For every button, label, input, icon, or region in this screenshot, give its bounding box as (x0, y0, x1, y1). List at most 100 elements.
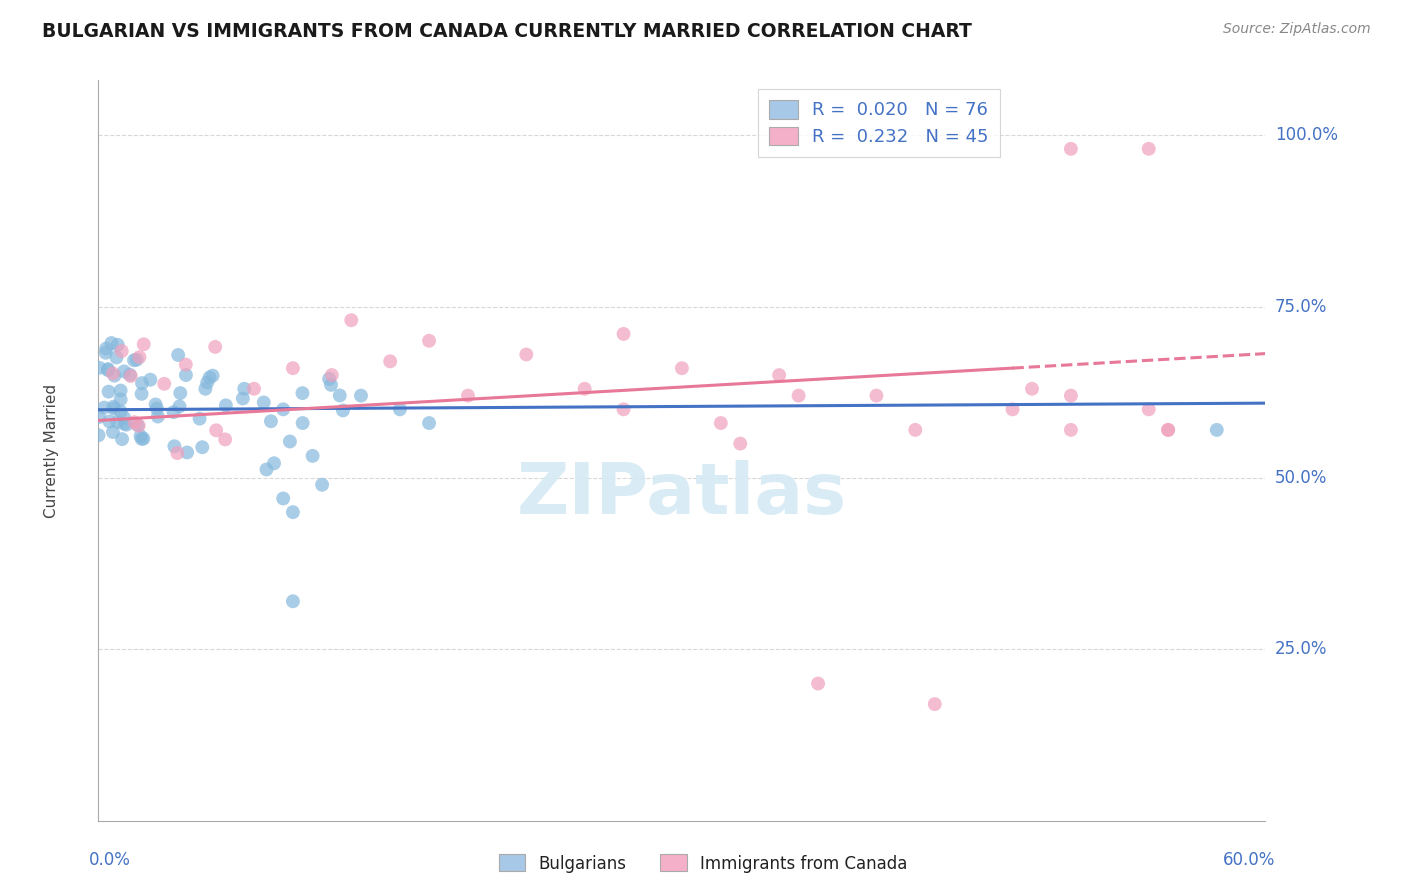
Point (166, 446, 188, 460)
Text: 50.0%: 50.0% (1275, 469, 1327, 487)
Point (163, 439, 186, 453)
Point (281, 361, 304, 376)
Point (198, 370, 221, 384)
Point (139, 373, 162, 387)
Point (107, 338, 129, 352)
Point (101, 367, 124, 381)
Point (101, 425, 124, 439)
Point (515, 347, 537, 361)
Point (232, 392, 254, 406)
Point (768, 368, 790, 382)
Point (195, 376, 218, 390)
Point (98, 414, 121, 428)
Point (105, 351, 128, 365)
Point (253, 395, 276, 409)
Point (1001, 402, 1024, 417)
Point (131, 387, 153, 401)
Point (191, 440, 214, 454)
Point (94, 346, 117, 360)
Point (807, 676, 830, 690)
Point (89, 360, 111, 375)
Point (1021, 382, 1043, 396)
Point (340, 313, 363, 327)
Legend: R =  0.020   N = 76, R =  0.232   N = 45: R = 0.020 N = 76, R = 0.232 N = 45 (758, 89, 1000, 157)
Point (204, 340, 226, 354)
Point (174, 368, 197, 382)
Point (194, 382, 217, 396)
Point (332, 403, 354, 417)
Point (97, 384, 120, 399)
Point (153, 376, 176, 391)
Point (350, 389, 373, 403)
Text: Source: ZipAtlas.com: Source: ZipAtlas.com (1223, 22, 1371, 37)
Point (131, 432, 153, 446)
Point (146, 401, 169, 416)
Point (281, 505, 304, 519)
Text: 60.0%: 60.0% (1223, 852, 1275, 870)
Point (125, 352, 148, 367)
Point (145, 397, 167, 411)
Point (256, 462, 278, 476)
Text: Currently Married: Currently Married (44, 384, 59, 517)
Point (787, 389, 810, 403)
Point (205, 423, 228, 437)
Point (865, 389, 887, 403)
Point (112, 364, 135, 378)
Point (329, 388, 352, 402)
Point (127, 418, 149, 433)
Point (271, 491, 294, 506)
Point (730, 436, 752, 450)
Point (132, 337, 155, 351)
Point (111, 432, 134, 446)
Point (103, 368, 125, 383)
Point (301, 449, 323, 463)
Text: ZIPatlas: ZIPatlas (517, 460, 846, 529)
Point (110, 392, 132, 407)
Point (1205, 423, 1227, 437)
Text: 100.0%: 100.0% (1275, 126, 1339, 145)
Point (93, 401, 115, 415)
Point (112, 410, 135, 425)
Point (97, 362, 120, 376)
Point (260, 414, 283, 428)
Point (103, 401, 125, 416)
Point (263, 456, 285, 470)
Point (131, 376, 153, 391)
Point (388, 402, 411, 417)
Point (233, 382, 256, 396)
Point (271, 402, 294, 417)
Point (188, 411, 211, 425)
Point (110, 384, 132, 398)
Point (457, 389, 479, 403)
Point (1060, 423, 1083, 437)
Point (319, 377, 342, 392)
Point (710, 416, 733, 430)
Point (146, 409, 169, 424)
Point (100, 336, 122, 351)
Point (243, 382, 266, 396)
Text: 75.0%: 75.0% (1275, 298, 1327, 316)
Point (671, 361, 693, 376)
Point (169, 400, 191, 414)
Point (169, 386, 191, 401)
Point (215, 398, 238, 412)
Point (291, 386, 314, 401)
Point (318, 372, 340, 386)
Point (118, 368, 141, 382)
Point (129, 429, 152, 443)
Point (110, 404, 132, 418)
Point (214, 433, 236, 447)
Point (1137, 142, 1160, 156)
Point (132, 432, 155, 446)
Point (87, 410, 110, 425)
Point (94, 342, 117, 356)
Point (291, 416, 314, 430)
Point (418, 334, 440, 348)
Point (281, 594, 304, 608)
Point (613, 402, 636, 417)
Point (128, 418, 150, 433)
Point (418, 416, 440, 430)
Point (111, 344, 134, 359)
Point (103, 400, 125, 414)
Point (201, 368, 224, 383)
